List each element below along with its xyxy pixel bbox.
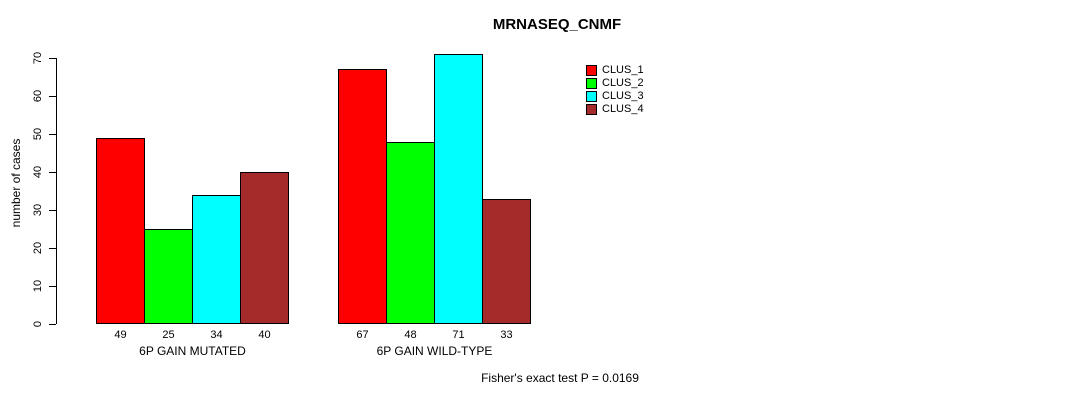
y-tick-mark [49,323,56,325]
y-tick-label: 40 [32,165,44,179]
bar-clus_4-group1 [240,172,289,324]
bar-value-label: 67 [356,329,369,341]
y-tick-mark [49,171,56,173]
bar-value-label: 34 [210,329,223,341]
y-tick-mark [49,247,56,249]
bar-value-label: 33 [500,329,513,341]
y-tick-label: 30 [32,203,44,217]
bar-clus_2-group2 [386,142,435,324]
legend-label: CLUS_4 [602,103,644,115]
legend-swatch-icon [586,91,597,102]
y-axis-title: number of cases [9,138,23,228]
y-tick-label: 20 [32,241,44,255]
bar-clus_3-group1 [192,195,241,324]
legend-label: CLUS_3 [602,90,644,102]
bar-value-label: 25 [162,329,175,341]
legend-swatch-icon [586,65,597,76]
y-tick-mark [49,285,56,287]
y-tick-label: 0 [32,320,44,328]
bar-value-label: 49 [114,329,127,341]
legend-label: CLUS_1 [602,64,644,76]
bar-clus_2-group1 [144,229,193,324]
legend-entry-clus_3: CLUS_3 [586,90,644,103]
bar-value-label: 71 [452,329,465,341]
x-category-label: 6P GAIN WILD-TYPE [376,344,493,358]
x-category-label: 6P GAIN MUTATED [139,344,246,358]
y-axis-line [56,58,57,324]
legend-entry-clus_4: CLUS_4 [586,103,644,116]
annotation-text: Fisher's exact test P = 0.0169 [481,371,639,385]
bar-clus_1-group2 [338,69,387,324]
bar-clus_4-group2 [482,199,531,324]
y-tick-mark [49,95,56,97]
bar-clus_3-group2 [434,54,483,324]
y-tick-label: 10 [32,279,44,293]
y-tick-label: 50 [32,127,44,141]
y-tick-mark [49,209,56,211]
legend-entry-clus_2: CLUS_2 [586,77,644,90]
y-tick-label: 60 [32,89,44,103]
y-tick-mark [49,133,56,135]
bar-value-label: 48 [404,329,417,341]
legend-swatch-icon [586,104,597,115]
legend-entry-clus_1: CLUS_1 [586,64,644,77]
bar-clus_1-group1 [96,138,145,324]
bar-value-label: 40 [258,329,271,341]
legend-swatch-icon [586,78,597,89]
y-tick-label: 70 [32,51,44,65]
legend-label: CLUS_2 [602,77,644,89]
y-tick-mark [49,57,56,59]
chart-title: MRNASEQ_CNMF [492,16,622,33]
